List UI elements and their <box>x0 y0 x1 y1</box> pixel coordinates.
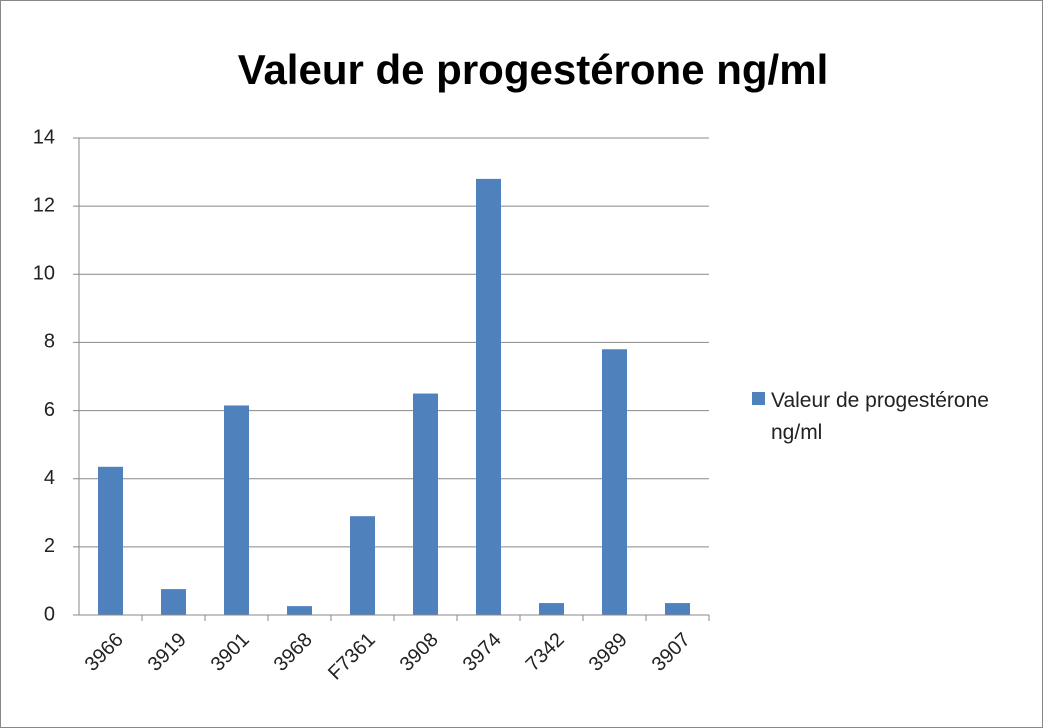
y-tick-label: 10 <box>33 263 55 285</box>
bar <box>413 393 438 615</box>
x-tick-label: 3919 <box>144 629 191 676</box>
x-tick-label: 3974 <box>459 629 506 676</box>
chart-title: Valeur de progestérone ng/ml <box>238 46 828 93</box>
bar <box>539 603 564 615</box>
bar <box>224 405 249 615</box>
y-tick-label: 4 <box>44 467 55 489</box>
x-tick-label: 3907 <box>648 629 695 676</box>
bar <box>350 516 375 615</box>
y-tick-label: 2 <box>44 535 55 557</box>
x-tick-label: F7361 <box>324 629 380 685</box>
y-tick-label: 12 <box>33 194 55 216</box>
x-tick-label: 7342 <box>522 629 569 676</box>
x-tick-label: 3989 <box>585 629 632 676</box>
bar <box>665 603 690 615</box>
bar <box>98 466 123 615</box>
x-tick-label: 3901 <box>207 629 254 676</box>
x-tick-label: 3966 <box>81 629 128 676</box>
y-tick-label: 8 <box>44 331 55 353</box>
legend-swatch <box>752 392 765 405</box>
bar <box>287 606 312 615</box>
legend-label: Valeur de progestérone ng/ml <box>771 389 989 444</box>
bar <box>476 178 501 615</box>
x-tick-label: 3968 <box>270 629 317 676</box>
bar <box>602 349 627 615</box>
bar <box>161 589 186 615</box>
x-tick-label: 3908 <box>396 629 443 676</box>
y-tick-label: 6 <box>44 399 55 421</box>
y-tick-label: 14 <box>33 126 55 148</box>
y-tick-label: 0 <box>44 603 55 625</box>
